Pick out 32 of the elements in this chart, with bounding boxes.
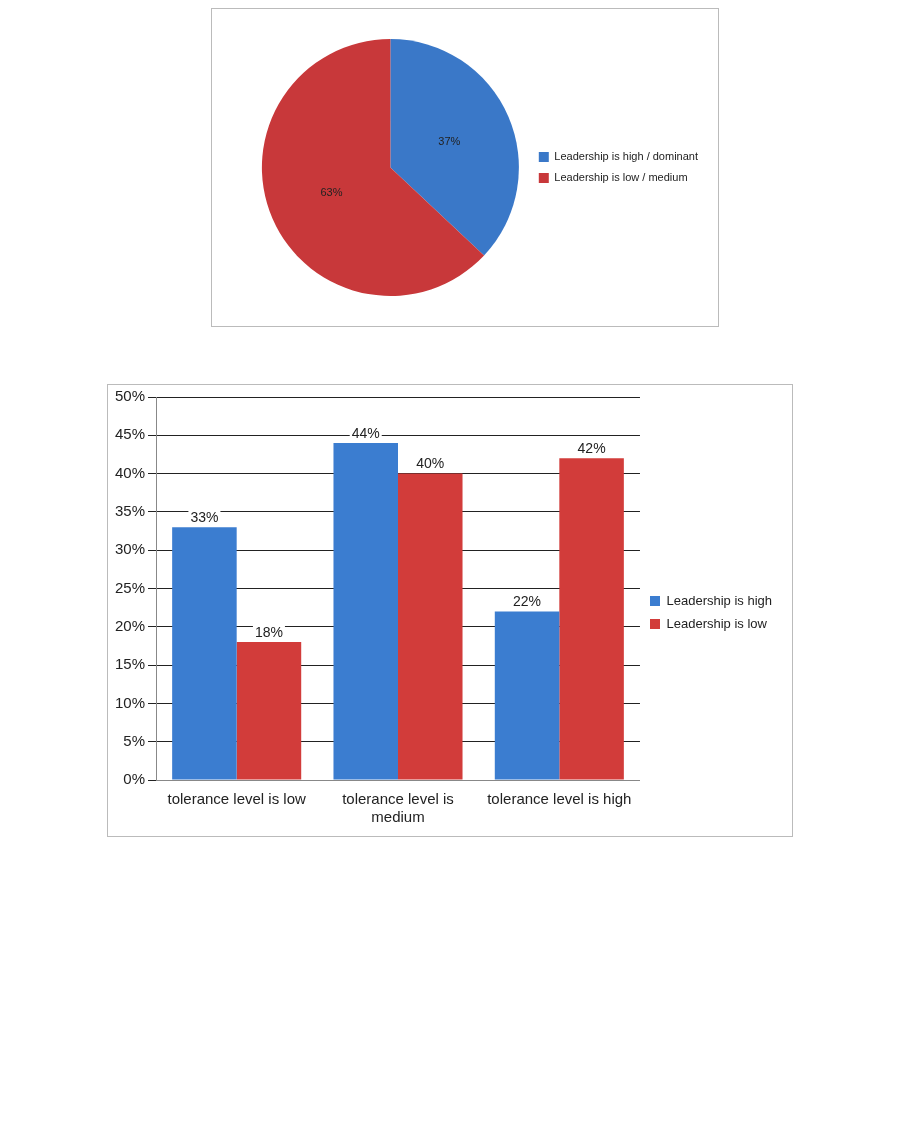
legend-label: Leadership is low [666, 615, 768, 631]
y-tick-label: 40% [114, 463, 146, 481]
bar [398, 473, 463, 780]
data-label: 42% [577, 440, 606, 457]
legend-label: Leadership is high / dominant [554, 150, 699, 163]
y-tick-label: 5% [123, 731, 146, 749]
y-tick-label: 30% [114, 540, 146, 558]
y-tick-label: 45% [114, 425, 146, 443]
data-label: 40% [416, 455, 445, 472]
y-tick-label: 20% [114, 616, 146, 634]
data-label: 18% [254, 623, 283, 640]
bar [494, 611, 560, 780]
x-tick-label: tolerance level is high [487, 790, 632, 808]
data-label: 37% [438, 135, 461, 148]
data-label: 44% [351, 424, 380, 441]
data-label: 33% [190, 509, 219, 526]
y-tick-label: 25% [114, 578, 146, 596]
x-tick-label: tolerance level is medium [342, 790, 454, 826]
bar [559, 458, 624, 780]
legend-label: Leadership is low / medium [554, 171, 688, 184]
bar [172, 527, 237, 780]
bar [333, 442, 398, 780]
y-tick-label: 10% [114, 693, 146, 711]
data-label: 63% [320, 186, 343, 199]
legend-label: Leadership is high [666, 592, 773, 608]
data-label: 22% [513, 593, 542, 610]
bar [236, 642, 302, 780]
y-tick-label: 35% [114, 502, 146, 520]
y-tick-label: 15% [114, 655, 146, 673]
y-tick-label: 0% [123, 770, 146, 788]
y-tick-label: 50% [114, 387, 146, 405]
x-tick-label: tolerance level is low [167, 790, 307, 808]
